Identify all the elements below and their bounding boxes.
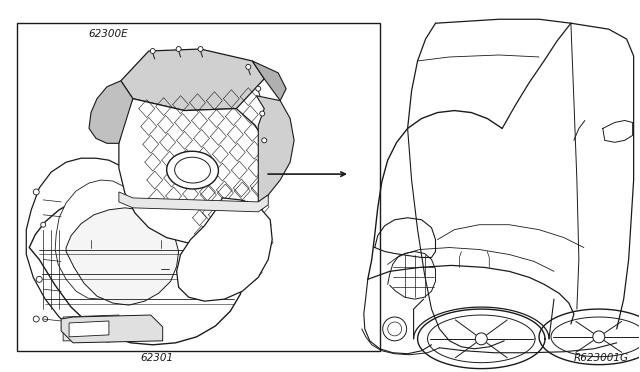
- Polygon shape: [256, 96, 294, 202]
- Circle shape: [256, 86, 260, 91]
- Circle shape: [198, 46, 203, 51]
- Circle shape: [476, 333, 487, 345]
- Circle shape: [176, 46, 181, 51]
- Circle shape: [243, 277, 248, 282]
- Polygon shape: [66, 208, 179, 305]
- Polygon shape: [29, 193, 244, 345]
- Circle shape: [33, 316, 39, 322]
- Circle shape: [246, 64, 251, 69]
- Polygon shape: [252, 61, 286, 101]
- Circle shape: [593, 331, 605, 343]
- Circle shape: [43, 317, 48, 321]
- Polygon shape: [55, 180, 141, 299]
- Polygon shape: [119, 192, 268, 212]
- Circle shape: [262, 138, 267, 143]
- Circle shape: [33, 189, 39, 195]
- Ellipse shape: [166, 151, 218, 189]
- Circle shape: [41, 222, 45, 227]
- Circle shape: [388, 322, 402, 336]
- Circle shape: [383, 317, 406, 341]
- Polygon shape: [61, 315, 163, 343]
- Polygon shape: [17, 23, 380, 351]
- Text: 62300E: 62300E: [88, 29, 127, 39]
- Text: 62301: 62301: [140, 353, 173, 363]
- Text: R623001G: R623001G: [573, 353, 628, 363]
- Ellipse shape: [175, 157, 211, 183]
- Circle shape: [36, 276, 42, 282]
- Polygon shape: [121, 49, 264, 110]
- Circle shape: [150, 48, 156, 54]
- Polygon shape: [177, 198, 272, 301]
- Polygon shape: [119, 99, 272, 244]
- Polygon shape: [89, 81, 133, 143]
- Circle shape: [260, 111, 265, 116]
- Polygon shape: [63, 315, 119, 341]
- Polygon shape: [26, 158, 169, 342]
- Polygon shape: [69, 321, 109, 337]
